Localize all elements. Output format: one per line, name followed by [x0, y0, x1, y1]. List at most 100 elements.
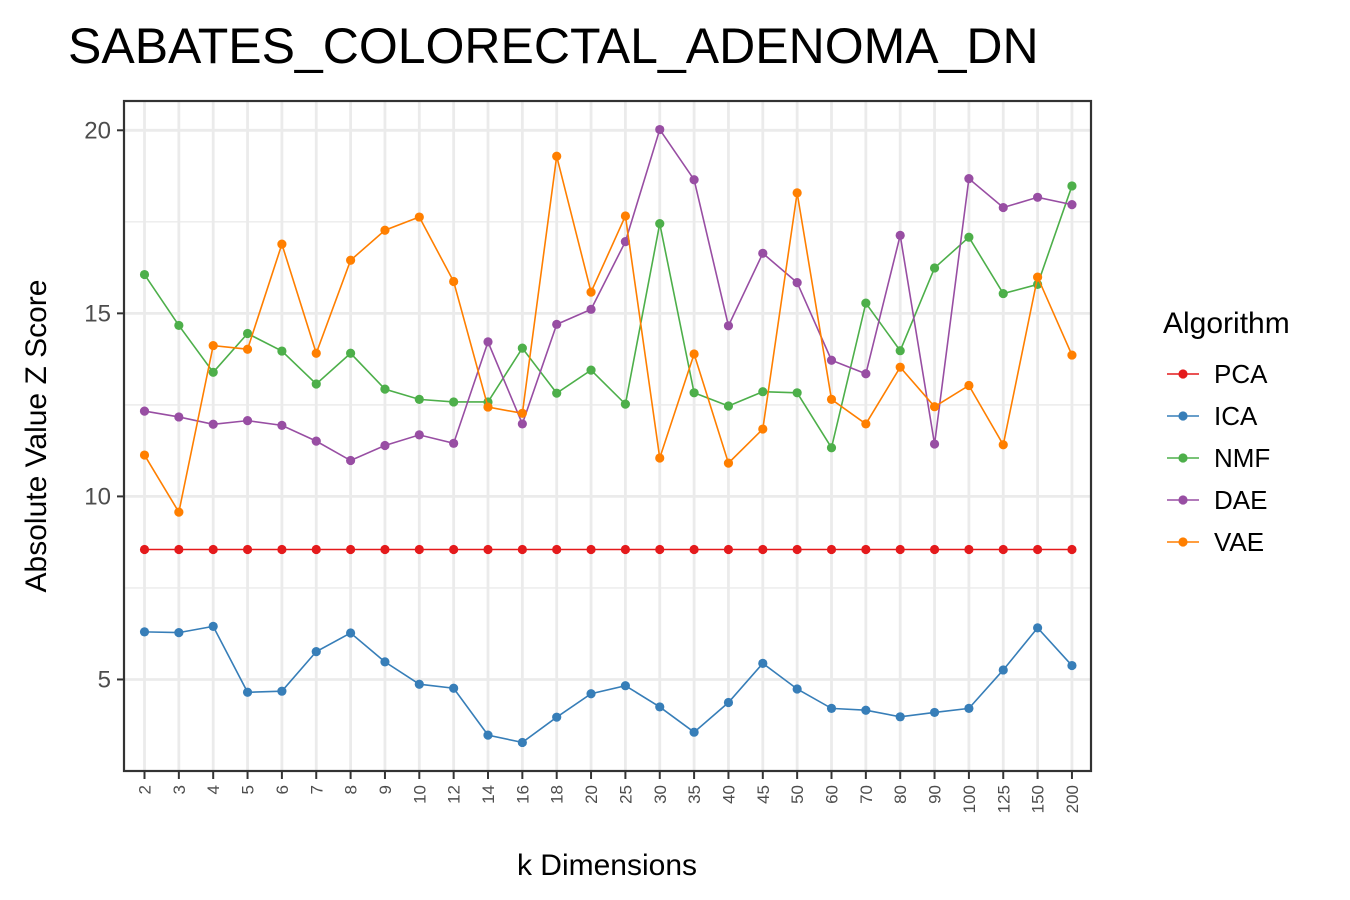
x-tick-label: 25	[616, 785, 635, 804]
legend-key-point	[1178, 537, 1188, 547]
x-tick-label: 200	[1063, 785, 1082, 813]
data-point-nmf	[895, 346, 905, 356]
x-tick-label: 80	[891, 785, 910, 804]
x-tick-label: 35	[685, 785, 704, 804]
x-tick-label: 10	[410, 785, 429, 804]
data-point-vae	[552, 151, 562, 161]
data-point-nmf	[242, 328, 253, 339]
legend-key-point	[1178, 411, 1188, 421]
data-point-vae	[1033, 272, 1043, 282]
data-point-ica	[242, 687, 253, 697]
data-point-ica	[208, 621, 218, 631]
data-point-nmf	[174, 320, 184, 331]
data-point-dae	[758, 248, 768, 258]
data-point-dae	[346, 455, 356, 466]
y-tick-label: 10	[84, 483, 111, 510]
data-point-pca	[483, 544, 493, 555]
x-tick-label: 16	[513, 785, 532, 804]
data-point-dae	[1033, 192, 1043, 202]
data-point-ica	[895, 712, 905, 722]
data-point-vae	[620, 211, 631, 221]
data-point-dae	[483, 337, 493, 347]
plot-area	[122, 99, 1093, 773]
legend-label: PCA	[1214, 359, 1268, 389]
y-tick-label: 5	[98, 666, 111, 693]
data-point-ica	[689, 727, 699, 737]
data-point-vae	[792, 188, 802, 198]
legend-label: NMF	[1214, 443, 1270, 473]
data-point-ica	[346, 628, 356, 638]
x-tick-label: 40	[719, 785, 738, 804]
data-point-nmf	[139, 269, 150, 280]
data-point-ica	[311, 647, 321, 657]
data-point-dae	[620, 236, 631, 247]
data-point-ica	[758, 658, 768, 668]
legend-label: ICA	[1214, 401, 1258, 431]
data-point-pca	[139, 544, 150, 555]
x-axis-title: k Dimensions	[517, 849, 697, 882]
x-tick-label: 125	[994, 785, 1013, 813]
data-point-pca	[1033, 544, 1043, 555]
data-point-ica	[380, 657, 390, 667]
data-point-vae	[586, 287, 596, 297]
data-point-dae	[586, 304, 596, 314]
x-axis: 2 3 4 5 6 7 8 9 10 12 14 16 18 20 25 30 35 40 45 50 60 70 80 90…	[136, 771, 1082, 813]
legend-item-vae: VAE	[1167, 527, 1264, 557]
x-tick-label: 90	[926, 785, 945, 804]
data-point-ica	[792, 684, 802, 694]
data-point-pca	[242, 544, 253, 555]
x-tick-label: 45	[754, 785, 773, 804]
data-point-vae	[895, 362, 905, 372]
data-point-dae	[792, 277, 802, 288]
data-point-ica	[174, 628, 184, 638]
x-tick-label: 3	[170, 785, 189, 794]
legend-item-dae: DAE	[1167, 485, 1267, 515]
data-point-pca	[174, 544, 184, 555]
data-point-dae	[414, 430, 424, 440]
x-tick-label: 12	[445, 785, 464, 804]
plot-border	[122, 99, 1093, 773]
data-point-dae	[277, 420, 287, 430]
x-tick-label: 70	[857, 785, 876, 804]
series-layer	[139, 124, 1077, 748]
data-point-vae	[998, 440, 1008, 450]
y-tick-label: 20	[84, 117, 111, 144]
series-line-nmf	[143, 185, 1073, 450]
legend-item-ica: ICA	[1167, 401, 1258, 431]
data-point-pca	[929, 544, 940, 555]
x-tick-label: 20	[582, 785, 601, 804]
series-dae	[139, 124, 1077, 466]
data-point-pca	[689, 544, 699, 555]
data-point-vae	[723, 458, 734, 468]
data-point-dae	[242, 416, 253, 426]
data-point-dae	[689, 175, 699, 185]
legend-key-point	[1178, 495, 1188, 505]
data-point-nmf	[586, 365, 596, 375]
data-point-pca	[998, 544, 1008, 555]
x-tick-label: 4	[204, 785, 223, 794]
data-point-dae	[208, 419, 218, 429]
data-point-nmf	[277, 346, 287, 356]
data-point-pca	[586, 544, 596, 555]
data-point-dae	[826, 355, 837, 365]
data-point-pca	[861, 544, 871, 555]
data-point-ica	[586, 689, 596, 699]
legend-item-pca: PCA	[1167, 359, 1268, 389]
data-point-dae	[139, 406, 150, 416]
chart-title: SABATES_COLORECTAL_ADENOMA_DN	[68, 18, 1039, 74]
data-point-nmf	[517, 343, 527, 353]
data-point-vae	[414, 212, 424, 222]
x-tick-label: 2	[136, 785, 155, 794]
data-point-vae	[174, 507, 184, 517]
x-tick-label: 9	[376, 785, 395, 794]
data-point-vae	[346, 255, 356, 265]
data-point-ica	[449, 683, 459, 693]
plot-background	[124, 101, 1091, 771]
data-point-vae	[139, 450, 150, 460]
data-point-pca	[826, 544, 837, 555]
data-point-ica	[964, 703, 974, 713]
data-point-vae	[861, 419, 871, 429]
data-point-ica	[929, 707, 940, 718]
data-point-ica	[1033, 623, 1043, 633]
